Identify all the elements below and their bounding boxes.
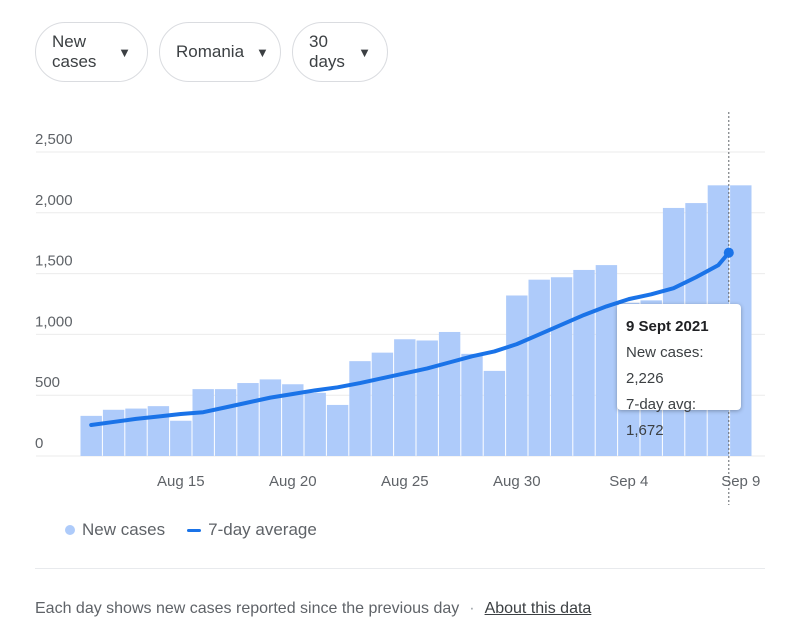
bar [595, 265, 618, 456]
y-tick-label: 1,000 [35, 313, 73, 330]
bar [416, 340, 438, 456]
bar [259, 379, 282, 456]
legend-new-cases: New cases [82, 520, 166, 539]
tooltip-cases: New cases: 2,226 [626, 344, 704, 387]
bar [394, 339, 416, 456]
legend-line-swatch [187, 528, 202, 532]
y-tick-label: 500 [35, 374, 60, 391]
bar [125, 408, 147, 456]
x-tick-label: Aug 15 [157, 473, 205, 490]
range-selector-label: 30 days [309, 32, 345, 71]
bar [438, 331, 461, 456]
bar [147, 406, 170, 456]
bar [506, 295, 528, 456]
divider [35, 568, 765, 569]
bar [528, 279, 550, 456]
bar [349, 361, 371, 456]
y-tick-label: 2,000 [35, 192, 73, 209]
bar [80, 415, 102, 456]
x-tick-label: Sep 4 [609, 473, 648, 490]
y-tick-label: 2,500 [35, 131, 73, 148]
caret-down-icon: ▼ [118, 44, 131, 60]
metric-selector[interactable]: New cases ▼ [35, 22, 148, 82]
x-tick-label: Aug 20 [269, 473, 317, 490]
footer-separator: · [469, 600, 475, 617]
bar [304, 392, 326, 456]
country-selector-label: Romania [176, 42, 245, 61]
range-selector[interactable]: 30 days ▼ [292, 22, 388, 82]
bar [237, 383, 259, 456]
x-tick-label: Sep 9 [721, 473, 760, 490]
bar [102, 409, 125, 456]
x-tick-label: Aug 30 [493, 473, 541, 490]
average-line [89, 250, 731, 427]
tooltip-average: 7-day avg: 1,672 [626, 396, 697, 439]
bar [214, 389, 237, 456]
bar [170, 420, 192, 456]
footer: Each day shows new cases reported since … [35, 600, 591, 618]
y-tick-label: 1,500 [35, 253, 73, 270]
bar [483, 370, 506, 456]
caret-down-icon: ▼ [358, 44, 371, 60]
bar [192, 389, 214, 456]
about-data-link[interactable]: About this data [484, 600, 592, 617]
chart-tooltip: 9 Sept 2021 New cases: 2,226 7-day avg: … [617, 304, 741, 439]
average-point [723, 247, 734, 258]
caret-down-icon: ▼ [256, 44, 269, 60]
bar [573, 269, 595, 456]
y-tick-label: 0 [35, 435, 43, 452]
legend-average: 7-day average [208, 520, 317, 539]
chart-legend: New cases 7-day average [65, 520, 317, 540]
country-selector[interactable]: Romania ▼ [159, 22, 281, 82]
bar [326, 404, 349, 456]
tooltip-date: 9 Sept 2021 [626, 318, 709, 335]
bar [371, 352, 394, 456]
bar [282, 384, 304, 456]
bar [550, 277, 573, 456]
bar [461, 353, 483, 456]
x-tick-label: Aug 25 [381, 473, 429, 490]
legend-bar-swatch [65, 525, 75, 535]
footer-note: Each day shows new cases reported since … [35, 600, 460, 617]
metric-selector-label: New cases [52, 32, 97, 71]
